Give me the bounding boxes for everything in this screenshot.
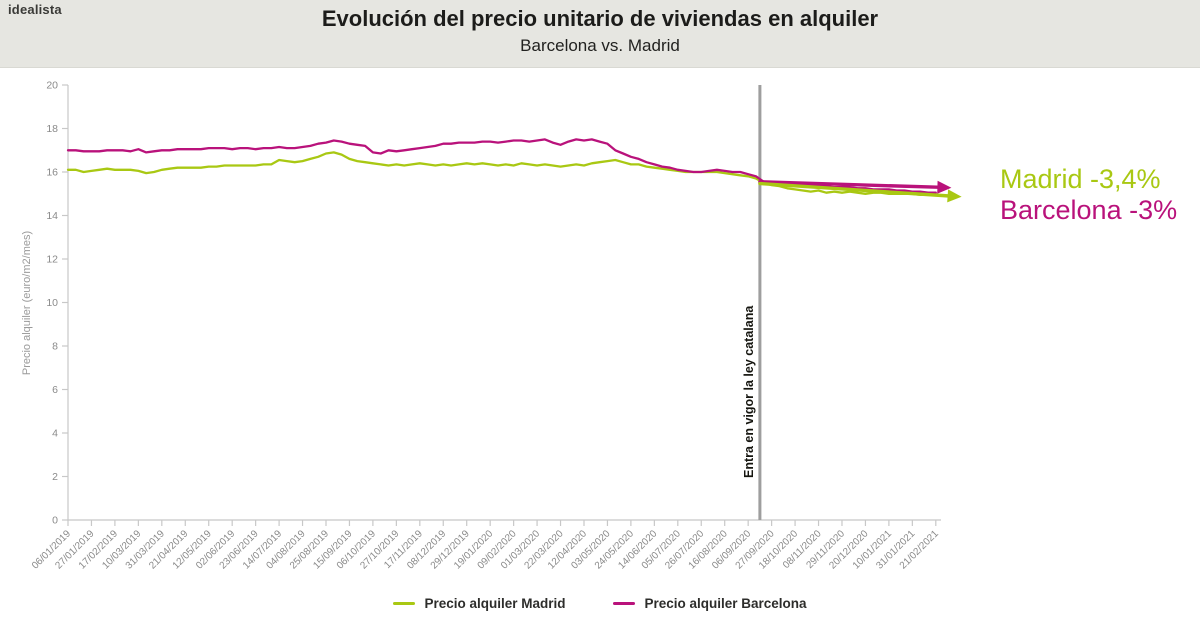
madrid-series-line — [66, 151, 937, 196]
y-tick-label: 20 — [46, 80, 58, 92]
legend-item-barcelona: Precio alquiler Barcelona — [613, 596, 807, 611]
y-tick-label: 12 — [46, 254, 58, 266]
chart-header: idealista Evolución del precio unitario … — [0, 0, 1200, 68]
legend-label-barcelona: Precio alquiler Barcelona — [644, 596, 807, 611]
legend-item-madrid: Precio alquiler Madrid — [393, 596, 565, 611]
trend-arrow-shaft — [758, 181, 950, 198]
event-line-label: Entra en vigor la ley catalana — [742, 305, 756, 478]
page-title: Evolución del precio unitario de viviend… — [321, 6, 879, 31]
y-tick-label: 8 — [52, 341, 58, 353]
madrid-trend-label: Madrid -3,4% — [1000, 164, 1161, 194]
y-tick-label: 2 — [52, 471, 58, 483]
y-tick-label: 14 — [46, 210, 58, 222]
y-tick-label: 18 — [46, 123, 58, 135]
madrid-line-swatch-icon — [393, 602, 416, 605]
y-tick-label: 6 — [52, 384, 58, 396]
trend-arrow-shaft — [758, 180, 940, 189]
y-tick-label: 10 — [46, 297, 58, 309]
barcelona-trend-label: Barcelona -3% — [1000, 195, 1178, 225]
y-tick-label: 0 — [52, 515, 58, 527]
idealista-logo: idealista — [8, 2, 62, 17]
y-tick-label: 4 — [52, 428, 58, 440]
trend-annotation: Madrid -3,4% Barcelona -3% — [1000, 164, 1177, 226]
chart-legend: Precio alquiler Madrid Precio alquiler B… — [0, 596, 1200, 611]
trend-arrowhead-icon — [947, 189, 962, 203]
trend-arrowhead-icon — [937, 180, 952, 194]
barcelona-line-swatch-icon — [613, 602, 636, 605]
y-axis-title: Precio alquiler (euro/m2/mes) — [21, 231, 33, 375]
y-tick-label: 16 — [46, 167, 58, 179]
page-subtitle: Barcelona vs. Madrid — [520, 36, 680, 55]
legend-label-madrid: Precio alquiler Madrid — [424, 596, 566, 611]
